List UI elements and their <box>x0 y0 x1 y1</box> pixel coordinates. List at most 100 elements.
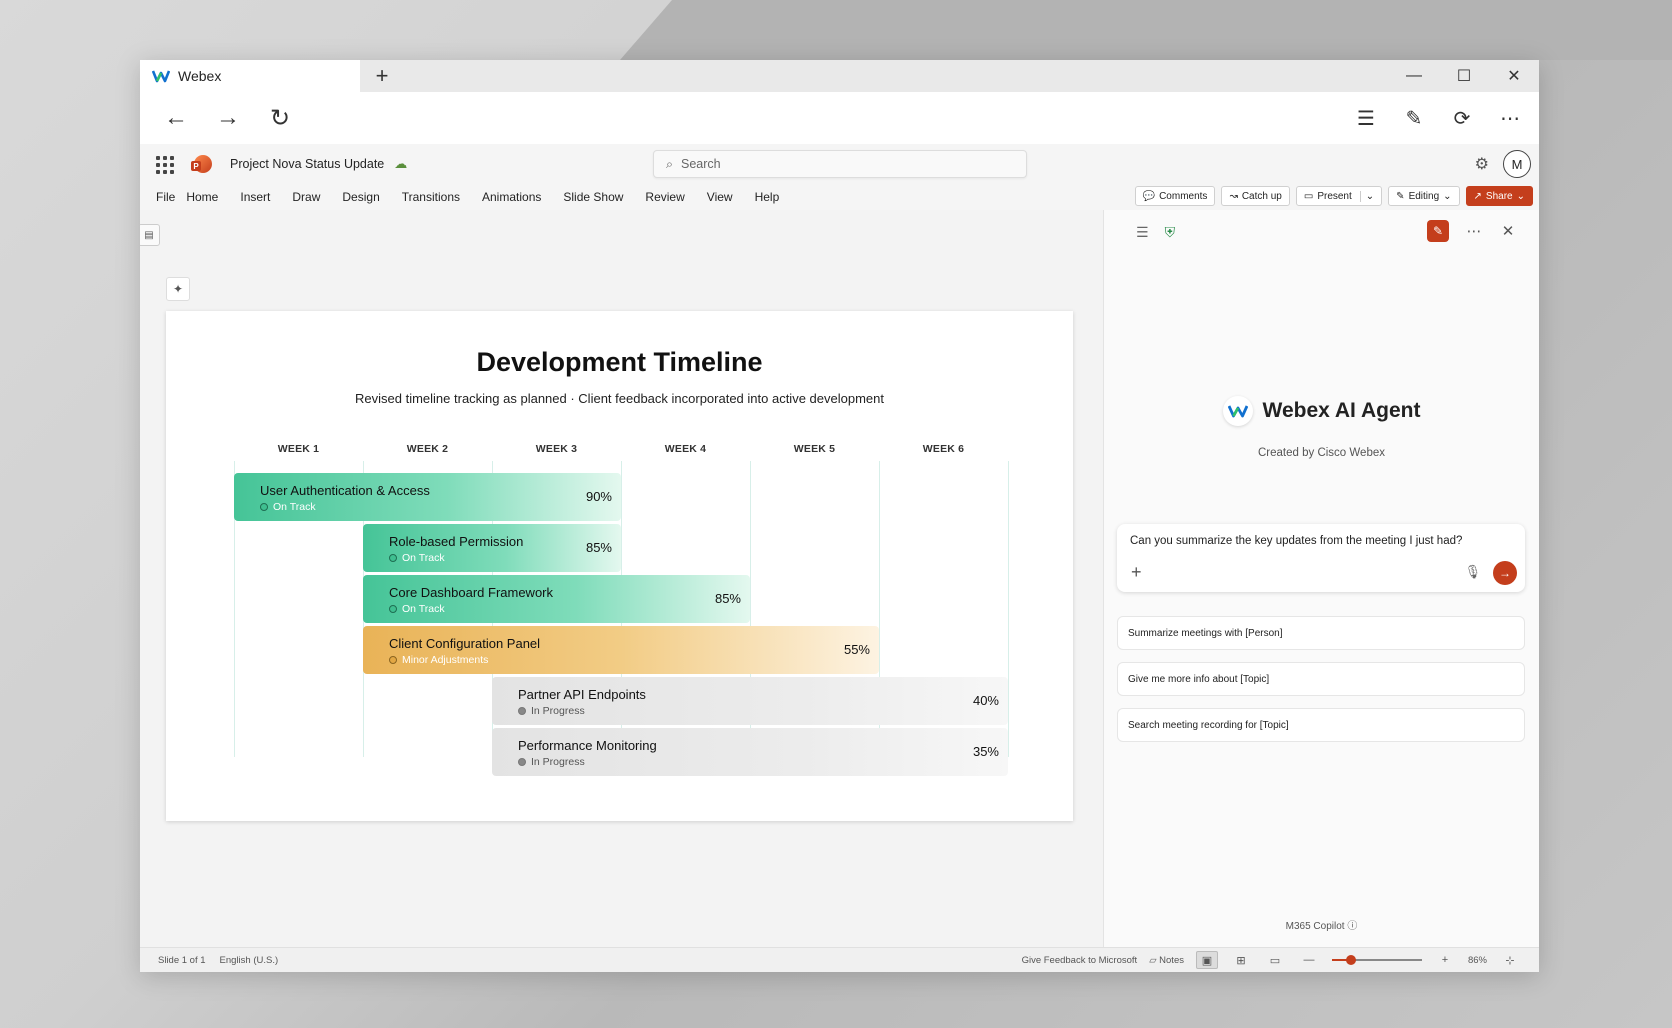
task-status: In Progress <box>518 705 585 717</box>
reading-list-icon[interactable]: ☰ <box>1357 107 1375 130</box>
feedback-link[interactable]: Give Feedback to Microsoft <box>1021 954 1138 966</box>
refresh-icon[interactable]: ↻ <box>269 104 291 132</box>
menu-help[interactable]: Help <box>754 190 780 204</box>
task-status-label: In Progress <box>531 705 585 717</box>
settings-gear-icon[interactable]: ⚙ <box>1474 156 1489 173</box>
browser-tab-webex[interactable]: Webex <box>140 60 360 92</box>
maximize-icon[interactable]: ☐ <box>1456 68 1472 85</box>
slide-sorter-icon[interactable]: ⊞ <box>1236 954 1246 967</box>
week-label: WEEK 3 <box>535 443 578 455</box>
new-tab-button[interactable]: + <box>375 63 389 88</box>
edit-note-icon[interactable]: ✎ <box>1405 107 1423 130</box>
menu-view[interactable]: View <box>706 190 733 204</box>
fit-to-window-icon[interactable]: ⊹ <box>1505 954 1515 967</box>
chat-input-text[interactable]: Can you summarize the key updates from t… <box>1130 535 1463 547</box>
present-dropdown-chevron-icon[interactable]: ⌄ <box>1359 190 1374 202</box>
new-chat-icon[interactable]: ✎ <box>1427 220 1449 242</box>
task-percent: 85% <box>714 591 741 606</box>
suggestion-more-info[interactable]: Give me more info about [Topic] <box>1117 662 1525 696</box>
task-percent: 90% <box>585 489 612 504</box>
microphone-icon[interactable]: 🎙 <box>1464 564 1481 579</box>
menu-draw[interactable]: Draw <box>292 190 321 204</box>
menu-file[interactable]: File <box>156 190 176 204</box>
background-shape <box>620 0 1672 60</box>
slide-canvas-area: ▤ ✦ Development Timeline Revised timelin… <box>140 210 1103 947</box>
thumbnail-pane-toggle-icon[interactable]: ▤ <box>140 224 160 246</box>
close-icon[interactable]: ✕ <box>1507 68 1521 85</box>
info-icon[interactable]: ⓘ <box>1347 921 1358 932</box>
menu-animations[interactable]: Animations <box>482 190 542 204</box>
menu-slide-show[interactable]: Slide Show <box>563 190 624 204</box>
designer-wand-icon[interactable]: ✦ <box>166 277 190 301</box>
task-status: On Track <box>260 501 316 513</box>
slide-title: Development Timeline <box>476 347 763 377</box>
task-name: Partner API Endpoints <box>518 687 646 702</box>
editing-mode-button[interactable]: ✎ Editing ⌄ <box>1388 186 1460 206</box>
task-percent: 35% <box>972 744 999 759</box>
close-panel-icon[interactable]: ✕ <box>1501 223 1515 240</box>
week-label: WEEK 1 <box>277 443 320 455</box>
gantt-task-bar[interactable]: Partner API Endpoints In Progress 40% <box>492 677 1008 725</box>
suggestion-summarize-meetings[interactable]: Summarize meetings with [Person] <box>1117 616 1525 650</box>
status-dot-icon <box>389 656 397 664</box>
zoom-level[interactable]: 86% <box>1467 954 1487 966</box>
pencil-icon: ✎ <box>1396 190 1405 202</box>
gantt-task-bar[interactable]: Role-based Permission On Track 85% <box>363 524 621 572</box>
menu-home[interactable]: Home <box>186 190 219 204</box>
task-status-label: On Track <box>402 552 445 564</box>
more-options-icon[interactable]: ⋯ <box>1500 107 1520 130</box>
chat-input-box[interactable]: Can you summarize the key updates from t… <box>1117 524 1525 592</box>
comments-button[interactable]: 💬 Comments <box>1134 186 1216 206</box>
more-options-icon[interactable]: ⋯ <box>1466 223 1482 240</box>
cloud-saved-icon[interactable]: ☁ <box>394 156 408 171</box>
user-avatar[interactable]: M <box>1503 150 1531 178</box>
task-name: Role-based Permission <box>389 534 524 549</box>
slide[interactable]: Development Timeline Revised timeline tr… <box>166 311 1073 821</box>
present-button[interactable]: ▭ Present ⌄ <box>1295 186 1383 206</box>
status-dot-icon <box>389 605 397 613</box>
attach-plus-icon[interactable]: + <box>1131 562 1142 582</box>
menu-insert[interactable]: Insert <box>240 190 271 204</box>
webex-logo-icon <box>152 70 170 83</box>
gantt-task-bar[interactable]: Core Dashboard Framework On Track 85% <box>363 575 750 623</box>
status-dot-icon <box>518 707 526 715</box>
search-placeholder: Search <box>681 157 721 171</box>
menu-lines-icon[interactable]: ☰ <box>1136 224 1149 240</box>
language-indicator[interactable]: English (U.S.) <box>219 954 279 966</box>
gantt-task-bar[interactable]: Client Configuration Panel Minor Adjustme… <box>363 626 879 674</box>
gantt-task-bar[interactable]: Performance Monitoring In Progress 35% <box>492 728 1008 776</box>
send-arrow-icon[interactable]: → <box>1493 561 1517 585</box>
ribbon-menu: File Home Insert Draw Design Transitions… <box>140 184 1539 210</box>
catch-up-icon: ↝ <box>1229 190 1238 202</box>
forward-arrow-icon[interactable]: → <box>216 104 240 131</box>
zoom-slider[interactable] <box>1331 955 1422 965</box>
app-launcher-icon[interactable] <box>152 152 176 176</box>
gantt-task-bar[interactable]: User Authentication & Access On Track 90% <box>234 473 621 521</box>
task-status-label: In Progress <box>531 756 585 768</box>
zoom-in-icon[interactable]: + <box>1441 954 1449 966</box>
back-arrow-icon[interactable]: ← <box>164 104 188 131</box>
notes-button[interactable]: ▱ Notes <box>1149 954 1184 966</box>
suggestion-search-recording[interactable]: Search meeting recording for [Topic] <box>1117 708 1525 742</box>
shield-check-icon: ⛨ <box>1164 224 1176 240</box>
normal-view-icon[interactable]: ▣ <box>1195 951 1218 969</box>
menu-transitions[interactable]: Transitions <box>401 190 460 204</box>
comment-icon: 💬 <box>1142 190 1156 202</box>
menu-review[interactable]: Review <box>645 190 685 204</box>
zoom-slider-knob[interactable] <box>1345 955 1356 965</box>
task-status-label: Minor Adjustments <box>402 654 489 666</box>
minimize-icon[interactable]: — <box>1406 67 1422 84</box>
task-status: In Progress <box>518 756 585 768</box>
document-title[interactable]: Project Nova Status Update <box>230 157 385 171</box>
share-button[interactable]: ↗ Share ⌄ <box>1465 186 1533 206</box>
task-percent: 55% <box>843 642 870 657</box>
extensions-icon[interactable]: ⟳ <box>1453 107 1471 130</box>
reading-view-icon[interactable]: ▭ <box>1269 954 1281 967</box>
search-input[interactable]: ⌕ Search <box>653 150 1027 178</box>
zoom-out-icon[interactable]: — <box>1303 954 1315 966</box>
copilot-footer-label: M365 Copilot <box>1285 921 1345 932</box>
menu-design[interactable]: Design <box>342 190 380 204</box>
task-percent: 40% <box>972 693 999 708</box>
catch-up-button[interactable]: ↝ Catch up <box>1221 186 1290 206</box>
browser-window: Webex + — ☐ ✕ ← → ↻ ☰ ✎ ⟳ ⋯ Project Nova… <box>140 60 1539 972</box>
